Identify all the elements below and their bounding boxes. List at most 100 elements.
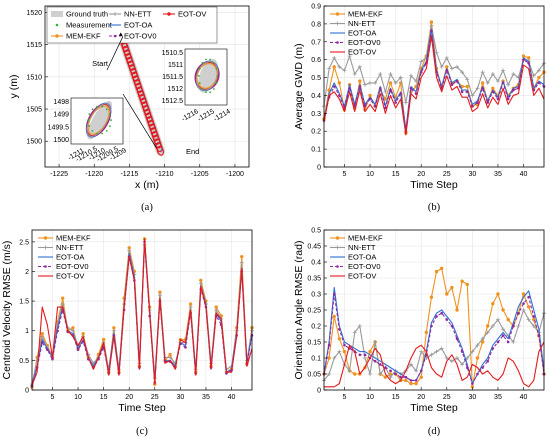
inset-measurement-4 bbox=[205, 91, 207, 94]
point-NN-ETT-24 bbox=[439, 346, 444, 351]
point-MEM-EKF-22 bbox=[429, 20, 434, 24]
point-NN-ETT-36 bbox=[501, 327, 506, 332]
arrow-start-head bbox=[118, 32, 123, 37]
point-NN-ETT-12 bbox=[378, 71, 383, 76]
estimate-center-34 bbox=[160, 149, 163, 152]
point-EOT-OV0-27 bbox=[455, 337, 459, 341]
legend-marker-3 bbox=[336, 265, 339, 268]
estimate-ellipse-24 bbox=[144, 108, 152, 119]
point-EOT-OV0-12 bbox=[378, 86, 382, 90]
y-tick-label-6: 0.6 bbox=[311, 57, 321, 64]
ground-truth-band bbox=[114, 24, 165, 156]
inset-ellipse-4 bbox=[86, 103, 111, 137]
inset-measurement-2 bbox=[105, 129, 108, 132]
legend-label-4: EOT-OV bbox=[56, 272, 84, 281]
inset-measurement-0 bbox=[216, 74, 219, 77]
panel-c: 5 10 15 20 25 30 35 40 0 0.5 1 1.5 2 2.5 Time Step Cent… bbox=[1, 229, 254, 437]
point-EOT-OV0-3 bbox=[332, 85, 336, 88]
estimate-ellipse-11 bbox=[127, 60, 136, 71]
estimate-ellipse-25 bbox=[145, 112, 153, 123]
point-MEM-EKF-19 bbox=[414, 381, 418, 386]
inset-measurement-10 bbox=[96, 105, 98, 108]
point-MEM-EKF-17 bbox=[404, 378, 408, 383]
inset-measurement-8 bbox=[198, 67, 201, 70]
point-EOT-OV0-35 bbox=[496, 97, 500, 101]
legend-marker-0 bbox=[43, 236, 48, 240]
estimate-ellipse-27 bbox=[147, 119, 156, 130]
y-tick-label-4: 1520 bbox=[26, 10, 42, 17]
y-tick-label-4: 2 bbox=[25, 269, 29, 276]
point-MEM-EKF-31 bbox=[475, 356, 480, 360]
legend-marker-3 bbox=[336, 41, 339, 44]
point-NN-ETT-36 bbox=[501, 68, 506, 73]
legend-label-3: EOT-OV0 bbox=[348, 38, 381, 47]
point-NN-ETT-43 bbox=[536, 68, 541, 73]
x-tick-label-2: 15 bbox=[392, 394, 400, 401]
legend-box bbox=[46, 6, 218, 44]
point-NN-ETT-7 bbox=[60, 302, 65, 307]
y-tick-label-1: 0.05 bbox=[307, 372, 321, 379]
point-NN-ETT-42 bbox=[531, 324, 536, 328]
point-MEM-EKF-8 bbox=[358, 79, 362, 83]
point-EOT-OV0-32 bbox=[481, 366, 484, 369]
y-axis-label: Average GWD (m) bbox=[293, 43, 305, 129]
point-NN-ETT-22 bbox=[429, 23, 434, 28]
point-MEM-EKF-32 bbox=[480, 340, 485, 344]
point-NN-ETT-10 bbox=[368, 80, 373, 85]
legend-label-2: EOT-OA bbox=[348, 29, 376, 38]
point-NN-ETT-8 bbox=[357, 64, 362, 69]
annotations: Start End bbox=[92, 32, 199, 156]
point-NN-ETT-14 bbox=[388, 71, 393, 76]
inset-y-tick-2: 1499.5 bbox=[48, 124, 70, 131]
point-MEM-EKF-7 bbox=[60, 296, 65, 300]
point-NN-ETT-35 bbox=[495, 79, 500, 84]
point-EOT-OV0-31 bbox=[476, 101, 479, 104]
point-NN-ETT-4 bbox=[337, 64, 342, 69]
point-EOT-OV0-28 bbox=[460, 90, 464, 94]
inset-ground-truth bbox=[87, 100, 113, 140]
series-line-NN-ETT bbox=[323, 25, 545, 107]
x-tick-label-3: 20 bbox=[417, 394, 425, 401]
point-NN-ETT-17 bbox=[403, 100, 408, 105]
point-NN-ETT-13 bbox=[383, 89, 388, 94]
inset-x-tick-2: -1214 bbox=[213, 108, 232, 123]
legend-swatch-measurement bbox=[55, 23, 59, 27]
legend-label-1: NN-ETT bbox=[56, 243, 84, 252]
point-NN-ETT-9 bbox=[362, 82, 367, 87]
point-EOT-OV0-39 bbox=[517, 311, 520, 315]
point-NN-ETT-32 bbox=[188, 305, 193, 310]
panel-b: 5 10 15 20 25 30 35 40 0 0.1 0.2 0.3 0.4 0.5 0.6 0.7 0.8… bbox=[293, 4, 546, 213]
point-EOT-OV0-16 bbox=[399, 375, 403, 379]
inset-y-tick-3: 1500 bbox=[53, 137, 69, 144]
legend-label-4: EOT-OV bbox=[348, 48, 376, 57]
point-EOT-OV0-13 bbox=[384, 366, 387, 369]
point-MEM-EKF-26 bbox=[158, 290, 162, 294]
point-EOT-OV0-33 bbox=[486, 359, 490, 363]
point-NN-ETT-20 bbox=[127, 248, 132, 253]
y-tick-label-8: 0.4 bbox=[311, 260, 321, 267]
y-tick-label-5: 0.25 bbox=[307, 308, 321, 315]
point-NN-ETT-32 bbox=[480, 336, 485, 341]
x-tick-label-1: 10 bbox=[366, 171, 374, 178]
point-MEM-EKF-27 bbox=[455, 308, 459, 312]
series-NN-ETT bbox=[322, 23, 546, 109]
x-tick-label-7: 40 bbox=[520, 394, 528, 401]
point-EOT-OV0-6 bbox=[348, 86, 351, 90]
point-MEM-EKF-43 bbox=[537, 75, 541, 80]
point-NN-ETT-37 bbox=[506, 82, 511, 87]
legend-label-0: MEM-EKF bbox=[348, 10, 383, 19]
point-NN-ETT-38 bbox=[511, 340, 516, 344]
estimate-ellipse-26 bbox=[146, 116, 154, 127]
inset-y-tick-1: 1499 bbox=[53, 112, 69, 119]
y-tick-label-5: 0.5 bbox=[311, 75, 321, 82]
point-EOT-OV0-28 bbox=[460, 350, 464, 353]
point-MEM-EKF-34 bbox=[199, 278, 203, 283]
point-NN-ETT-28 bbox=[168, 355, 173, 360]
point-MEM-EKF-9 bbox=[71, 326, 75, 330]
point-NN-ETT-11 bbox=[373, 340, 378, 344]
point-NN-ETT-23 bbox=[434, 50, 439, 55]
annotation-start: Start bbox=[92, 59, 109, 68]
point-NN-ETT-35 bbox=[495, 317, 500, 322]
inset-ellipse-1 bbox=[85, 103, 112, 137]
x-tick-label-4: 25 bbox=[443, 394, 451, 401]
